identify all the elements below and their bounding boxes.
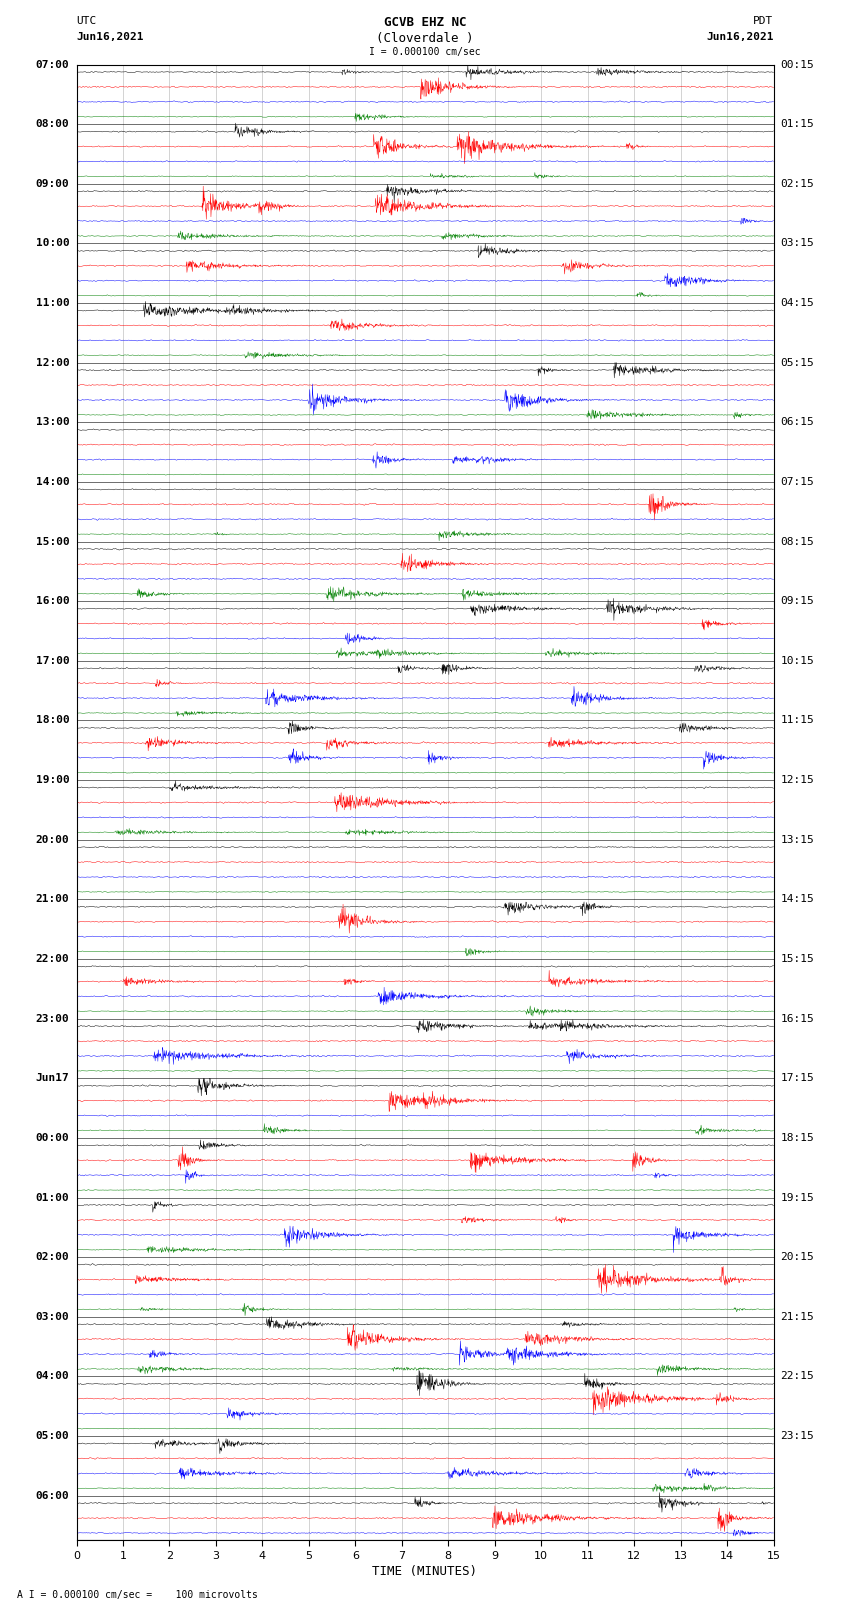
Text: 02:15: 02:15 [780, 179, 814, 189]
Text: 23:15: 23:15 [780, 1431, 814, 1440]
Text: 10:00: 10:00 [36, 239, 70, 248]
Text: 12:00: 12:00 [36, 358, 70, 368]
Text: 01:15: 01:15 [780, 119, 814, 129]
Text: UTC: UTC [76, 16, 97, 26]
Text: 12:15: 12:15 [780, 776, 814, 786]
Text: 09:00: 09:00 [36, 179, 70, 189]
Text: 03:15: 03:15 [780, 239, 814, 248]
Text: I = 0.000100 cm/sec: I = 0.000100 cm/sec [369, 47, 481, 56]
Text: 08:15: 08:15 [780, 537, 814, 547]
Text: 04:00: 04:00 [36, 1371, 70, 1381]
Text: 03:00: 03:00 [36, 1311, 70, 1321]
Text: 22:00: 22:00 [36, 953, 70, 965]
Text: PDT: PDT [753, 16, 774, 26]
X-axis label: TIME (MINUTES): TIME (MINUTES) [372, 1565, 478, 1578]
Text: 15:00: 15:00 [36, 537, 70, 547]
Text: Jun17: Jun17 [36, 1073, 70, 1084]
Text: 13:00: 13:00 [36, 418, 70, 427]
Text: 05:00: 05:00 [36, 1431, 70, 1440]
Text: 09:15: 09:15 [780, 597, 814, 606]
Text: 00:15: 00:15 [780, 60, 814, 69]
Text: 18:00: 18:00 [36, 716, 70, 726]
Text: 20:15: 20:15 [780, 1252, 814, 1261]
Text: 14:15: 14:15 [780, 894, 814, 905]
Text: 00:00: 00:00 [36, 1132, 70, 1144]
Text: 19:00: 19:00 [36, 776, 70, 786]
Text: 01:00: 01:00 [36, 1192, 70, 1203]
Text: 02:00: 02:00 [36, 1252, 70, 1261]
Text: 20:00: 20:00 [36, 836, 70, 845]
Text: (Cloverdale ): (Cloverdale ) [377, 32, 473, 45]
Text: 21:15: 21:15 [780, 1311, 814, 1321]
Text: 18:15: 18:15 [780, 1132, 814, 1144]
Text: 11:15: 11:15 [780, 716, 814, 726]
Text: 16:00: 16:00 [36, 597, 70, 606]
Text: 06:15: 06:15 [780, 418, 814, 427]
Text: Jun16,2021: Jun16,2021 [76, 32, 144, 42]
Text: 06:00: 06:00 [36, 1490, 70, 1500]
Text: 05:15: 05:15 [780, 358, 814, 368]
Text: 11:00: 11:00 [36, 298, 70, 308]
Text: 17:00: 17:00 [36, 656, 70, 666]
Text: 22:15: 22:15 [780, 1371, 814, 1381]
Text: 15:15: 15:15 [780, 953, 814, 965]
Text: 14:00: 14:00 [36, 477, 70, 487]
Text: GCVB EHZ NC: GCVB EHZ NC [383, 16, 467, 29]
Text: 04:15: 04:15 [780, 298, 814, 308]
Text: 13:15: 13:15 [780, 836, 814, 845]
Text: 23:00: 23:00 [36, 1013, 70, 1024]
Text: 10:15: 10:15 [780, 656, 814, 666]
Text: 17:15: 17:15 [780, 1073, 814, 1084]
Text: 07:00: 07:00 [36, 60, 70, 69]
Text: 16:15: 16:15 [780, 1013, 814, 1024]
Text: 19:15: 19:15 [780, 1192, 814, 1203]
Text: 07:15: 07:15 [780, 477, 814, 487]
Text: A I = 0.000100 cm/sec =    100 microvolts: A I = 0.000100 cm/sec = 100 microvolts [17, 1590, 258, 1600]
Text: 21:00: 21:00 [36, 894, 70, 905]
Text: Jun16,2021: Jun16,2021 [706, 32, 774, 42]
Text: 08:00: 08:00 [36, 119, 70, 129]
